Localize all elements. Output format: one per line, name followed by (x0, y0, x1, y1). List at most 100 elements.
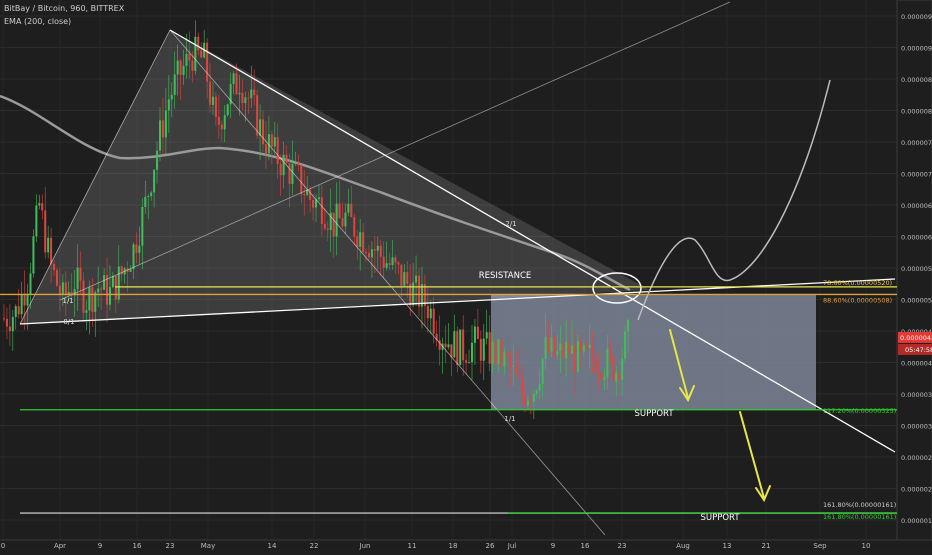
chart-annotation: 1/1 (62, 297, 73, 305)
candle-body (479, 338, 482, 361)
candle-body (594, 357, 597, 374)
price-tick-label: 0.00000300 (901, 423, 932, 431)
candle-body (420, 284, 423, 307)
candle-body (273, 137, 276, 147)
candle-body (253, 89, 256, 96)
candle-body (282, 154, 285, 176)
candle-body (55, 270, 58, 286)
descending-trendline[interactable] (169, 29, 896, 453)
candle-body (453, 331, 456, 358)
candle-body (406, 272, 409, 284)
time-tick-label: 22 (310, 542, 319, 550)
arrow-down-second[interactable] (739, 411, 771, 503)
candle-body (450, 344, 453, 358)
candle-body (350, 203, 353, 218)
candle-body (571, 345, 574, 354)
candle-body (547, 337, 550, 352)
candle-body (264, 144, 267, 154)
price-tick-label: 0.00000900 (901, 45, 932, 53)
time-tick-label: May (201, 542, 215, 550)
projection-curve[interactable] (637, 79, 831, 321)
candle-body (188, 53, 191, 61)
time-tick-label: Jun (359, 542, 371, 550)
candle-body (209, 81, 212, 105)
candle-body (244, 97, 247, 104)
candle-body (120, 266, 123, 275)
fib-level-label: 88.60%(0.00000508) (823, 296, 892, 304)
price-tick-label: 0.00000250 (901, 454, 932, 462)
candle-body (312, 200, 315, 208)
arrow-down-first[interactable] (669, 329, 695, 403)
candle-body (79, 267, 82, 281)
candle-body (473, 326, 476, 343)
candle-body (259, 119, 262, 136)
candle-body (117, 266, 120, 300)
candle-body (20, 294, 23, 315)
candle-body (326, 228, 329, 231)
time-axis: 0 Apr 9 16 23 May 14 22 Jun 11 18 26 Jul 9 16 23 Aug 13 21… (0, 539, 932, 550)
candle-body (173, 74, 176, 95)
candle-body (476, 326, 479, 339)
rising-leg-line[interactable] (19, 29, 171, 325)
candle-body (26, 294, 29, 306)
candle-body (100, 288, 103, 290)
candle-body (347, 203, 350, 213)
time-tick-label: 13 (723, 542, 732, 550)
candle-body (164, 110, 167, 138)
candle-body (61, 282, 64, 295)
time-tick-label: 9 (98, 542, 102, 550)
candle-body (344, 212, 347, 227)
price-tick-label: 0.00000500 (901, 297, 932, 305)
fan-line-steep[interactable] (169, 29, 606, 536)
candle-body (574, 345, 577, 372)
price-tick-label: 0.00000750 (901, 139, 932, 147)
price-tick-label: 0.00000200 (901, 486, 932, 494)
candle-body (32, 236, 35, 274)
candle-body (359, 232, 362, 247)
candle-body (468, 362, 471, 364)
ema-200-line[interactable] (0, 94, 631, 292)
price-tick-label: 0.00000700 (901, 171, 932, 179)
time-tick-label: Apr (54, 542, 66, 550)
fib-level-label: 161.80%(0.00000161) (823, 513, 896, 521)
candle-body (432, 308, 435, 334)
candle-body (3, 318, 5, 320)
candle-body (232, 73, 235, 85)
candle-body (229, 84, 232, 105)
indicator-label[interactable]: EMA (200, close) (4, 17, 72, 26)
time-tick-label: Sep (813, 542, 827, 550)
candle-body (515, 365, 518, 375)
candle-body (256, 95, 259, 136)
candle-body (568, 341, 571, 354)
time-tick-label: 14 (268, 542, 277, 550)
candle-body (562, 343, 565, 359)
candle-body (582, 345, 585, 352)
candle-body (150, 192, 153, 197)
candle-body (191, 60, 194, 71)
candle-body (444, 343, 447, 348)
candle-body (521, 376, 524, 396)
candle-body (497, 339, 500, 365)
candle-body (73, 289, 76, 296)
fan-line-shallow[interactable] (59, 1, 731, 301)
candle-body (85, 310, 88, 313)
breakout-circle[interactable] (592, 272, 642, 304)
candle-body (235, 73, 238, 95)
candle-body (44, 210, 47, 253)
time-tick-label: 23 (166, 542, 175, 550)
candle-body (526, 400, 529, 406)
candle-body (41, 203, 44, 211)
candle-body (17, 306, 20, 315)
candle-body (353, 217, 356, 237)
candle-body (306, 189, 309, 196)
candle-body (147, 196, 150, 198)
candle-body (294, 162, 297, 164)
candle-body (471, 342, 473, 363)
current-price-badge (898, 331, 932, 343)
candle-body (518, 374, 521, 377)
candle-body (159, 120, 161, 151)
candle-body (338, 203, 341, 219)
candle-body (82, 280, 85, 313)
